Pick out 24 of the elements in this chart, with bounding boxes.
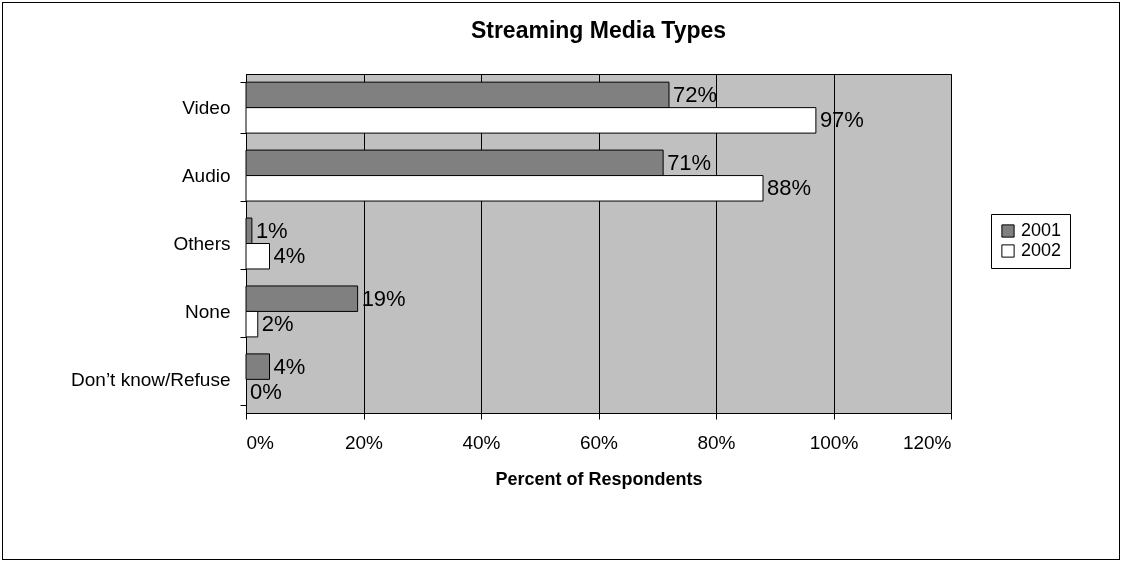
x-tick-label: 100% [809,431,859,453]
y-tick-label: Video [182,97,231,119]
legend-label: 2002 [1021,240,1062,260]
data-label: 1% [255,217,288,243]
legend-label: 2001 [1021,220,1062,240]
y-tick-label: None [185,300,231,322]
data-label: 71% [667,149,712,175]
x-tick-label: 80% [697,431,736,453]
data-label: 4% [273,243,306,269]
chart-title: Streaming Media Types [470,17,727,43]
data-label: 4% [273,353,306,379]
y-tick-label: Don’t know/Refuse [71,368,231,390]
data-label: 0% [250,379,282,405]
y-tick-label: Others [173,233,231,254]
x-tick-label: 0% [246,431,275,453]
data-label: 72% [673,81,718,107]
x-tick-label: 120% [902,431,952,453]
x-tick-label: 40% [462,431,501,453]
x-tick-label: 60% [579,431,619,453]
data-label: 2% [261,311,294,337]
x-axis-title: Percent of Respondents [495,468,703,489]
data-label: 88% [767,175,812,201]
x-tick-label: 20% [344,431,384,453]
y-tick-label: Audio [181,165,231,187]
